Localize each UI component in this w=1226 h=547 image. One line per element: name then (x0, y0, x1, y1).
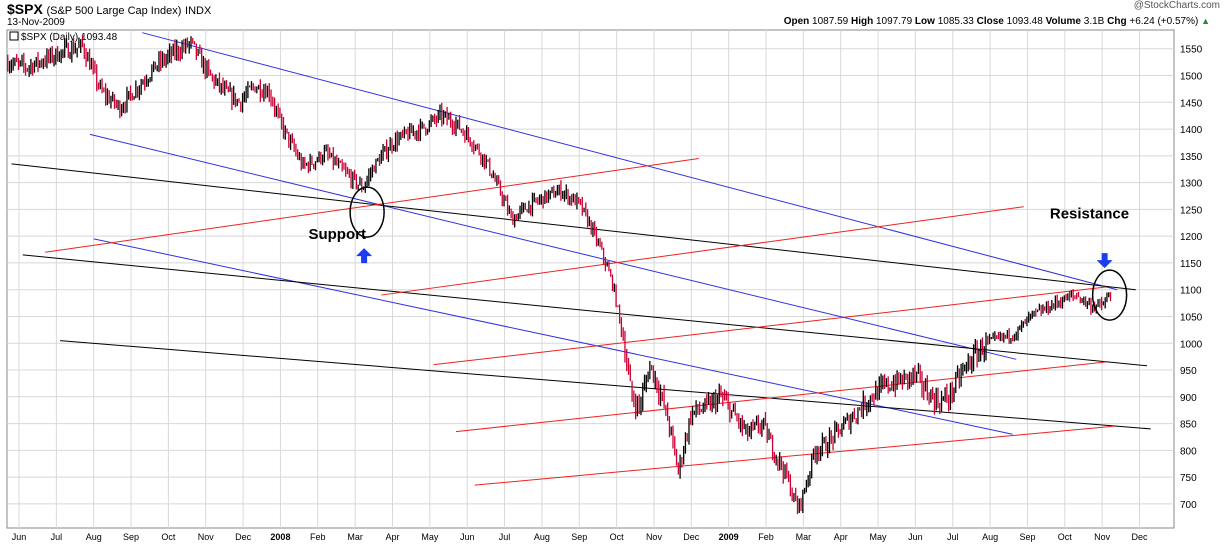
x-tick-label: Jun (12, 532, 27, 542)
x-tick-label: Feb (310, 532, 326, 542)
blue-trendline (93, 238, 1013, 435)
x-tick-label: Sep (123, 532, 139, 542)
up-arrow-icon (356, 248, 373, 264)
close-label: Close (976, 16, 1004, 27)
volume-label: Volume (1045, 16, 1081, 27)
x-tick-label: Oct (1058, 532, 1073, 542)
brand-watermark: @StockCharts.com (1133, 0, 1220, 11)
y-tick-label: 1100 (1180, 286, 1202, 297)
x-tick-label: Jul (51, 532, 63, 542)
open-label: Open (783, 16, 810, 27)
x-tick-label: Jun (908, 532, 923, 542)
plot-area (6, 29, 1175, 529)
quote-summary: Open 1087.59 High 1097.79 Low 1085.33 Cl… (784, 16, 1210, 27)
quote-date: 13-Nov-2009 (7, 17, 65, 28)
red-trendline (474, 425, 1114, 486)
volume-value: 3.1B (1083, 16, 1105, 27)
x-tick-label: Sep (1019, 532, 1035, 542)
red-trendline (455, 361, 1106, 433)
blue-trendline (142, 32, 1118, 291)
down-arrow-icon (1096, 253, 1113, 269)
high-value: 1097.79 (875, 16, 913, 27)
y-tick-label: 1050 (1180, 312, 1203, 323)
y-tick-label: 1350 (1180, 152, 1203, 163)
y-tick-label: 900 (1180, 393, 1197, 404)
red-trendline (433, 286, 1106, 366)
x-tick-label: Apr (834, 532, 848, 542)
y-tick-label: 750 (1180, 473, 1197, 484)
black-trendline (22, 254, 1148, 367)
trendlines (11, 32, 1151, 486)
x-tick-label: Feb (758, 532, 774, 542)
y-tick-label: 1550 (1180, 45, 1203, 56)
x-tick-label: Aug (982, 532, 998, 542)
x-tick-label: 2009 (719, 532, 739, 542)
y-tick-label: 1200 (1180, 232, 1203, 243)
series-legend: $SPX (Daily) 1093.48 (9, 31, 118, 43)
x-tick-label: Dec (1131, 532, 1148, 542)
ticker-symbol: $SPX (7, 1, 43, 17)
x-tick-label: Dec (683, 532, 700, 542)
x-tick-label: Aug (86, 532, 102, 542)
x-tick-label: Jul (499, 532, 511, 542)
x-tick-label: Nov (646, 532, 663, 542)
low-label: Low (914, 16, 935, 27)
ticker-exchange: INDX (185, 5, 212, 17)
series-legend-icon (9, 31, 19, 41)
x-tick-label: Nov (198, 532, 215, 542)
red-trendline (45, 158, 699, 253)
annotation-label: Resistance (1050, 205, 1129, 222)
grid-lines (7, 30, 1174, 528)
y-tick-label: 800 (1180, 446, 1197, 457)
x-tick-label: Jul (947, 532, 959, 542)
y-tick-label: 1400 (1180, 125, 1203, 136)
black-trendline (11, 163, 1136, 291)
black-trendline (60, 340, 1151, 430)
axis-ticks: 700 750 800 850 900 950 1000 1050 1100 1150 1200 12… (12, 45, 1203, 542)
annotation-circle (1091, 269, 1128, 321)
y-tick-label: 1000 (1180, 339, 1203, 350)
y-tick-label: 850 (1180, 420, 1197, 431)
x-tick-label: Oct (161, 532, 176, 542)
y-tick-label: 1300 (1180, 179, 1203, 190)
annotation-circle (349, 186, 385, 238)
y-tick-label: 1150 (1180, 259, 1202, 270)
x-tick-label: Sep (571, 532, 587, 542)
x-tick-label: Dec (235, 532, 252, 542)
x-tick-label: Jun (460, 532, 475, 542)
chg-value: +6.24 (+0.57%) (1129, 16, 1199, 27)
y-tick-label: 1450 (1180, 98, 1203, 109)
x-tick-label: Apr (385, 532, 399, 542)
price-bars (7, 35, 1112, 515)
annotation-label: Support (308, 226, 366, 243)
y-tick-label: 1250 (1180, 205, 1203, 216)
x-tick-label: May (870, 532, 888, 542)
open-value: 1087.59 (812, 16, 849, 27)
chart-title: $SPX (S&P 500 Large Cap Index) INDX (7, 1, 211, 17)
chg-label: Chg (1107, 16, 1127, 27)
x-tick-label: 2008 (270, 532, 290, 542)
y-tick-label: 1500 (1180, 72, 1203, 83)
close-value: 1093.48 (1006, 16, 1043, 27)
low-value: 1085.33 (937, 16, 974, 27)
x-tick-label: Mar (347, 532, 363, 542)
series-label: $SPX (Daily) 1093.48 (21, 32, 118, 43)
x-tick-label: May (421, 532, 439, 542)
ticker-name: (S&P 500 Large Cap Index) (46, 5, 182, 17)
x-tick-label: Nov (1094, 532, 1111, 542)
y-tick-label: 950 (1180, 366, 1197, 377)
y-tick-label: 700 (1180, 500, 1197, 511)
x-tick-label: Oct (610, 532, 625, 542)
chg-up-arrow-icon: ▲ (1201, 16, 1210, 26)
red-trendline (381, 206, 1024, 296)
x-tick-label: Mar (796, 532, 812, 542)
blue-trendline (89, 133, 1017, 360)
x-tick-label: Aug (534, 532, 550, 542)
annotations: Support Resistance (308, 186, 1129, 321)
high-label: High (850, 16, 874, 27)
